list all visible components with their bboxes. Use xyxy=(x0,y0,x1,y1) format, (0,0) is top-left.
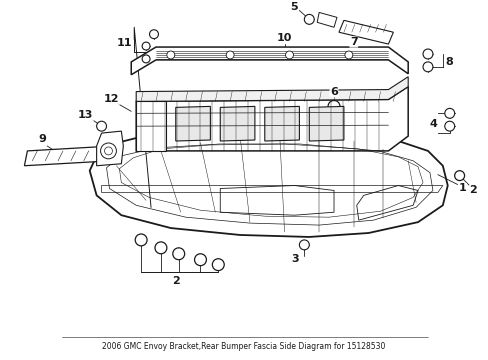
Circle shape xyxy=(304,14,314,24)
Circle shape xyxy=(135,234,147,246)
Text: 6: 6 xyxy=(329,86,337,96)
Polygon shape xyxy=(317,13,336,27)
Circle shape xyxy=(142,42,150,50)
Text: 9: 9 xyxy=(38,134,46,144)
Polygon shape xyxy=(89,129,447,237)
Text: 8: 8 xyxy=(445,57,453,67)
Circle shape xyxy=(454,171,464,181)
Text: 1: 1 xyxy=(458,184,466,193)
Polygon shape xyxy=(220,107,254,141)
Polygon shape xyxy=(136,102,165,151)
Circle shape xyxy=(172,248,184,260)
Text: 3: 3 xyxy=(291,254,299,264)
Text: 7: 7 xyxy=(349,37,357,47)
Circle shape xyxy=(212,259,224,271)
Circle shape xyxy=(101,143,116,159)
Circle shape xyxy=(97,121,106,131)
Circle shape xyxy=(155,242,166,254)
Text: 12: 12 xyxy=(103,94,119,104)
Circle shape xyxy=(444,108,454,118)
Text: 10: 10 xyxy=(276,33,292,43)
Text: 2: 2 xyxy=(468,185,476,195)
Polygon shape xyxy=(175,107,210,141)
Circle shape xyxy=(422,62,432,72)
Text: 4: 4 xyxy=(429,119,437,129)
Polygon shape xyxy=(264,107,299,141)
Circle shape xyxy=(299,240,308,250)
Text: 11: 11 xyxy=(116,38,132,48)
Polygon shape xyxy=(24,146,113,166)
Circle shape xyxy=(149,30,158,39)
Circle shape xyxy=(194,254,206,266)
Circle shape xyxy=(444,121,454,131)
Circle shape xyxy=(166,51,174,59)
Text: 13: 13 xyxy=(78,110,93,120)
Polygon shape xyxy=(136,87,407,151)
Polygon shape xyxy=(338,21,392,44)
Text: 5: 5 xyxy=(290,3,298,13)
Polygon shape xyxy=(136,77,407,102)
Polygon shape xyxy=(308,107,343,141)
Circle shape xyxy=(226,51,234,59)
Text: 2006 GMC Envoy Bracket,Rear Bumper Fascia Side Diagram for 15128530: 2006 GMC Envoy Bracket,Rear Bumper Fasci… xyxy=(102,342,385,351)
Circle shape xyxy=(422,49,432,59)
Circle shape xyxy=(344,51,352,59)
Text: 2: 2 xyxy=(171,276,179,287)
Circle shape xyxy=(327,100,339,112)
Polygon shape xyxy=(131,47,407,75)
Circle shape xyxy=(142,55,150,63)
Circle shape xyxy=(285,51,293,59)
Polygon shape xyxy=(97,131,123,166)
